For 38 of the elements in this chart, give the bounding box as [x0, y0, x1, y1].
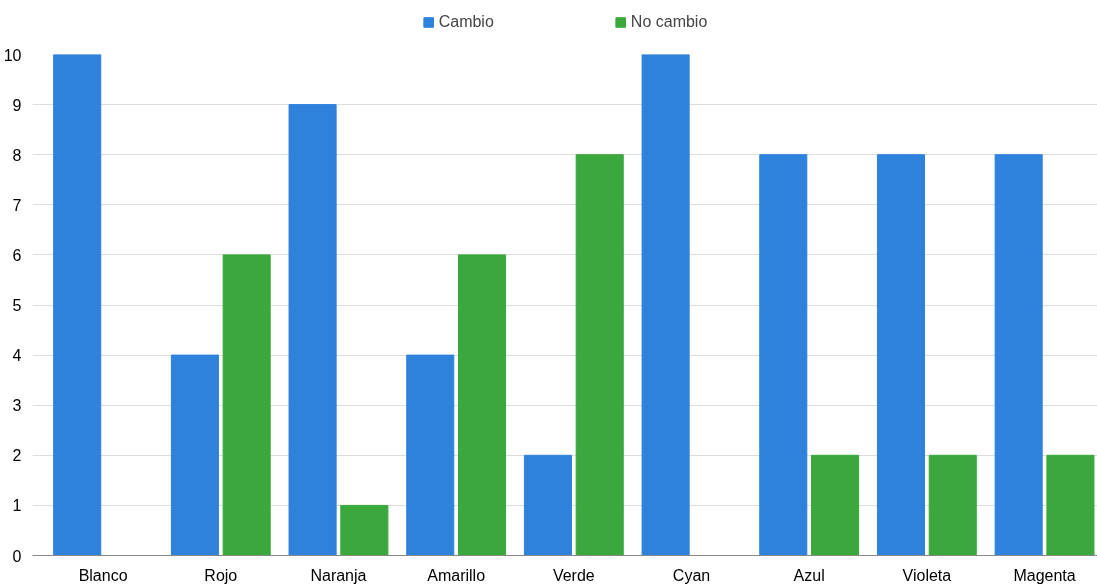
y-tick-label: 6 — [12, 246, 22, 264]
bar — [1046, 454, 1095, 556]
bar — [406, 354, 455, 556]
bar — [928, 454, 977, 556]
x-tick-label: Azul — [793, 566, 825, 584]
x-tick-label: Rojo — [204, 566, 238, 584]
y-tick-label: 8 — [12, 146, 22, 164]
bar — [523, 454, 572, 556]
y-tick-label: 9 — [12, 96, 22, 114]
x-tick-label: Verde — [552, 566, 595, 584]
legend-label: Cambio — [438, 13, 494, 31]
x-tick-label: Amarillo — [427, 566, 486, 584]
y-tick-label: 0 — [12, 547, 22, 565]
x-tick-label: Blanco — [78, 566, 128, 584]
x-tick-label: Magenta — [1013, 566, 1076, 584]
x-tick-label: Naranja — [310, 566, 367, 584]
bar — [759, 154, 808, 556]
x-tick-label: Cyan — [672, 566, 711, 584]
y-tick-label: 7 — [12, 196, 22, 214]
y-tick-label: 1 — [12, 497, 22, 515]
bar — [575, 154, 624, 556]
legend-label: No cambio — [630, 13, 708, 31]
bar — [458, 254, 507, 556]
y-tick-label: 4 — [12, 347, 22, 365]
y-tick-label: 3 — [12, 397, 22, 415]
bar — [641, 54, 690, 556]
bar — [340, 504, 389, 556]
y-tick-label: 5 — [12, 297, 22, 314]
y-tick-label: 2 — [12, 447, 22, 465]
x-tick-label: Violeta — [902, 566, 952, 584]
y-tick-label: 10 — [3, 46, 22, 64]
bar — [876, 154, 926, 556]
bar — [288, 104, 337, 556]
bar — [53, 54, 102, 556]
bar — [170, 354, 219, 556]
bar — [222, 254, 271, 556]
bar — [994, 154, 1043, 556]
bar — [811, 454, 860, 556]
